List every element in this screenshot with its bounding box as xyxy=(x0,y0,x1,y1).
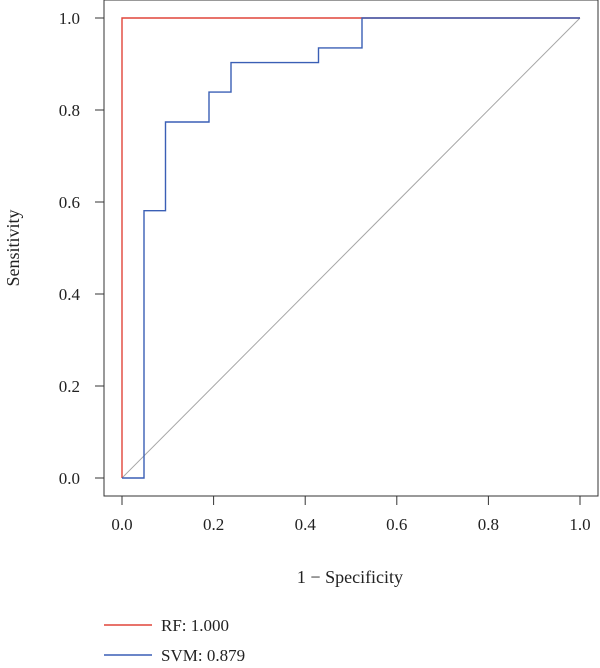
y-tick-label: 0.8 xyxy=(59,101,80,120)
y-tick-label: 0.6 xyxy=(59,193,80,212)
x-tick-label: 0.6 xyxy=(386,515,407,534)
x-tick-label: 1.0 xyxy=(569,515,590,534)
x-tick-label: 0.0 xyxy=(111,515,132,534)
x-axis-title: 1 − Specificity xyxy=(297,567,403,587)
y-axis: 0.0 0.2 0.4 0.6 0.8 1.0 xyxy=(59,9,105,488)
y-axis-title: Sensitivity xyxy=(3,209,23,286)
y-tick-label: 1.0 xyxy=(59,9,80,28)
y-tick-label: 0.0 xyxy=(59,469,80,488)
series-line-svm xyxy=(122,17,580,479)
legend-label-svm: SVM: 0.879 xyxy=(161,646,245,665)
x-axis: 0.0 0.2 0.4 0.6 0.8 1.0 xyxy=(111,495,591,534)
y-tick-label: 0.4 xyxy=(59,285,81,304)
legend: RF: 1.000 SVM: 0.879 xyxy=(104,616,245,665)
series-layer xyxy=(121,17,580,479)
reference-diagonal xyxy=(121,17,581,479)
reference-diagonal-layer xyxy=(121,17,581,479)
legend-label-rf: RF: 1.000 xyxy=(161,616,229,635)
x-tick-label: 0.2 xyxy=(203,515,224,534)
x-tick-label: 0.4 xyxy=(295,515,317,534)
y-tick-label: 0.2 xyxy=(59,377,80,396)
x-tick-label: 0.8 xyxy=(478,515,499,534)
